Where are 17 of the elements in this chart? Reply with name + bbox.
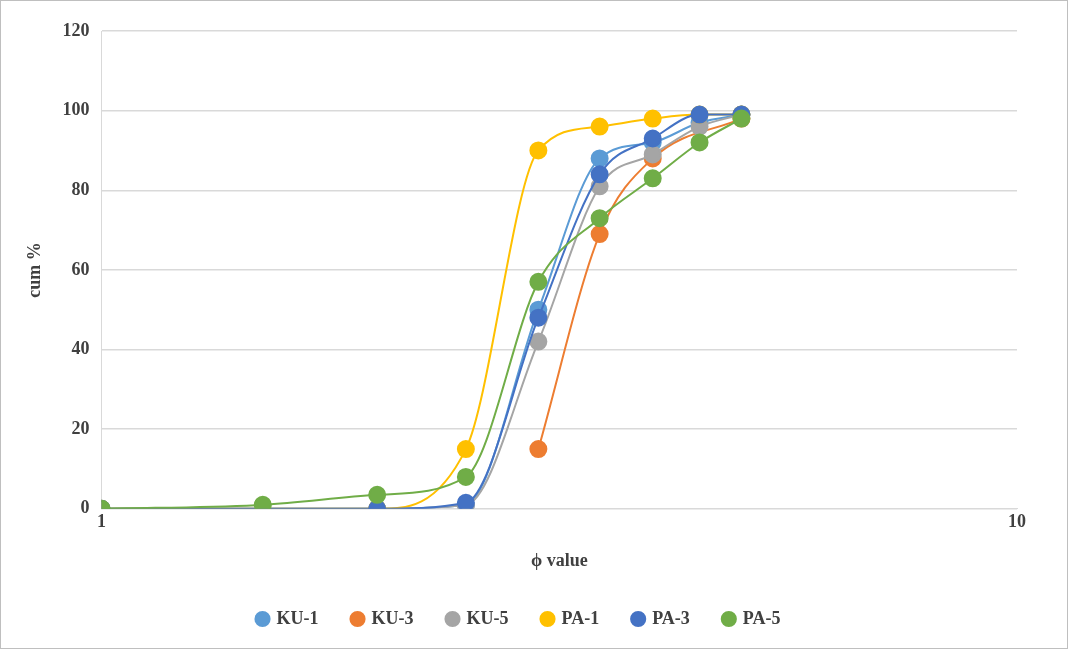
y-tick-label: 120 <box>62 19 90 40</box>
legend-label: KU-3 <box>371 607 414 628</box>
x-tick-label: 1 <box>97 511 107 532</box>
x-tick-label: 10 <box>1008 511 1026 532</box>
y-tick-label: 80 <box>71 178 90 199</box>
y-tick-label: 20 <box>71 417 90 438</box>
legend-label: KU-1 <box>276 607 319 628</box>
legend-label: KU-5 <box>466 607 509 628</box>
y-tick-label: 40 <box>71 338 90 359</box>
y-tick-label: 100 <box>62 99 90 120</box>
y-tick-label: 0 <box>80 497 90 518</box>
y-axis-title: cum % <box>24 242 45 298</box>
y-tick-label: 60 <box>71 258 90 279</box>
x-axis-title: ϕ value <box>530 549 588 570</box>
legend-label: PA-3 <box>652 607 690 628</box>
legend-label: PA-5 <box>742 607 781 628</box>
legend-label: PA-1 <box>561 607 600 628</box>
